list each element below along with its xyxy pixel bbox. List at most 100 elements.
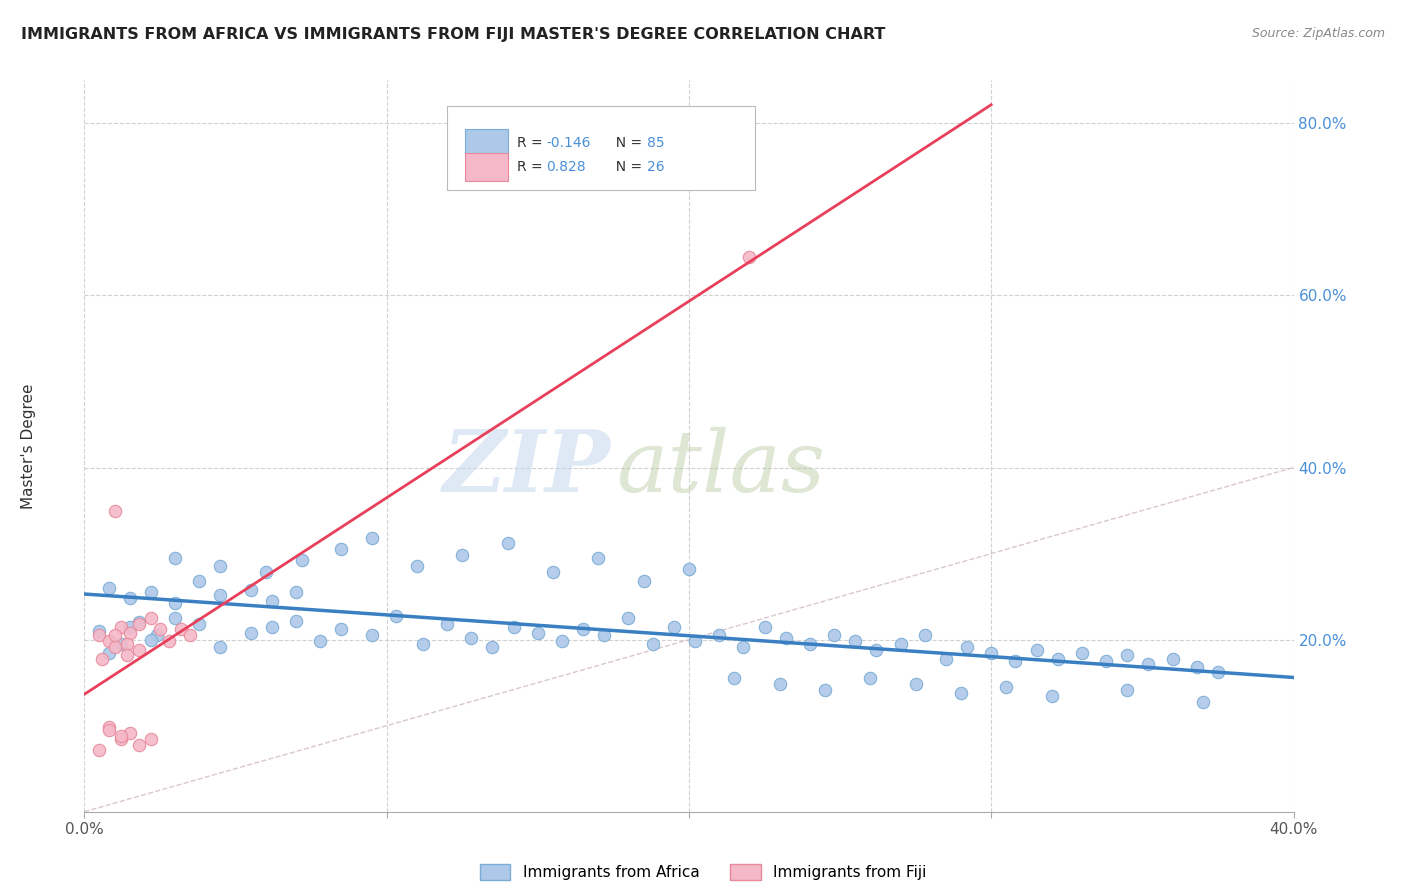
Point [139, 585, 162, 599]
Point [110, 620, 132, 634]
Point [890, 637, 912, 651]
Point [1046, 651, 1069, 665]
Point [1116, 648, 1139, 662]
Text: 85: 85 [647, 136, 664, 150]
Point [1040, 689, 1063, 703]
Point [104, 640, 127, 654]
Point [1116, 682, 1139, 697]
Point [496, 536, 519, 550]
Point [406, 559, 429, 574]
Point [139, 611, 162, 625]
Point [733, 640, 755, 654]
Point [309, 634, 332, 648]
Point [254, 566, 277, 580]
Point [678, 562, 700, 576]
Point [89, 624, 111, 638]
Point [436, 617, 458, 632]
Point [146, 628, 169, 642]
FancyBboxPatch shape [447, 106, 755, 190]
Point [1025, 643, 1047, 657]
Point [775, 631, 797, 645]
Point [97, 723, 120, 737]
Point [481, 640, 503, 654]
Point [914, 628, 936, 642]
Point [769, 677, 792, 691]
Point [935, 651, 957, 665]
Point [104, 503, 127, 517]
Point [1095, 654, 1118, 668]
Point [97, 720, 120, 734]
Text: ZIP: ZIP [443, 426, 610, 509]
Point [179, 628, 201, 642]
Point [593, 628, 616, 642]
Point [799, 637, 821, 651]
FancyBboxPatch shape [465, 129, 508, 157]
Text: N =: N = [607, 136, 647, 150]
Point [239, 582, 262, 597]
Point [865, 643, 887, 657]
Point [859, 671, 882, 685]
Point [118, 625, 141, 640]
Point [823, 628, 845, 642]
Point [460, 631, 482, 645]
Point [118, 620, 141, 634]
Point [1185, 660, 1208, 674]
Point [89, 743, 111, 757]
Point [1192, 695, 1215, 709]
Point [1004, 654, 1026, 668]
Legend: Immigrants from Africa, Immigrants from Fiji: Immigrants from Africa, Immigrants from … [479, 864, 927, 880]
Point [723, 671, 745, 685]
Point [165, 611, 187, 625]
Point [115, 637, 138, 651]
Text: Source: ZipAtlas.com: Source: ZipAtlas.com [1251, 27, 1385, 40]
Point [118, 591, 141, 606]
Point [330, 542, 353, 557]
Point [541, 566, 564, 580]
Point [572, 622, 595, 636]
Point [115, 648, 138, 662]
Point [165, 597, 187, 611]
Point [709, 628, 731, 642]
Point [91, 651, 114, 665]
Text: R =: R = [517, 136, 547, 150]
Point [260, 594, 283, 608]
Point [110, 731, 132, 746]
Point [128, 738, 150, 752]
Point [188, 574, 211, 588]
Point [641, 637, 664, 651]
Text: 26: 26 [647, 161, 664, 174]
Point [285, 614, 308, 628]
Point [260, 620, 283, 634]
Point [617, 611, 640, 625]
Point [188, 617, 211, 632]
Point [128, 617, 150, 632]
Point [980, 646, 1002, 660]
Point [97, 634, 120, 648]
Point [239, 625, 262, 640]
FancyBboxPatch shape [465, 153, 508, 181]
Point [165, 550, 187, 565]
Point [209, 559, 232, 574]
Point [662, 620, 685, 634]
Point [128, 615, 150, 630]
Point [814, 682, 837, 697]
Point [633, 574, 655, 588]
Point [1137, 657, 1160, 671]
Point [149, 622, 172, 636]
Point [110, 637, 132, 651]
Text: 0.828: 0.828 [547, 161, 586, 174]
Point [285, 585, 308, 599]
Point [291, 553, 314, 567]
Point [157, 634, 180, 648]
Point [754, 620, 776, 634]
Point [104, 628, 127, 642]
Point [118, 725, 141, 739]
Point [110, 729, 132, 743]
Point [1071, 646, 1094, 660]
Text: -0.146: -0.146 [547, 136, 591, 150]
Text: atlas: atlas [616, 426, 825, 509]
Text: N =: N = [607, 161, 647, 174]
Point [360, 531, 382, 545]
Point [209, 640, 232, 654]
Point [360, 628, 382, 642]
